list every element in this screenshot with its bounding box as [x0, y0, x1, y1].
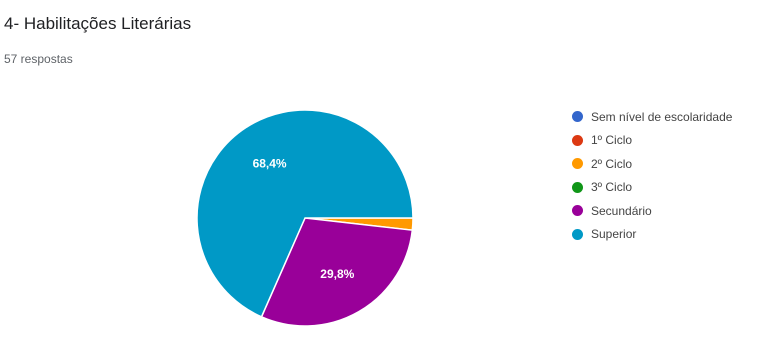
- legend-swatch: [572, 181, 583, 193]
- legend-label: 3º Ciclo: [591, 180, 633, 195]
- chart-legend: Sem nível de escolaridade 1º Ciclo 2º Cicl…: [572, 105, 732, 246]
- legend-item[interactable]: Secundário: [572, 199, 732, 223]
- legend-item[interactable]: 1º Ciclo: [572, 129, 732, 153]
- slice-data-label: 68,4%: [253, 157, 287, 171]
- legend-label: Secundário: [591, 203, 652, 218]
- legend-label: Superior: [591, 227, 637, 242]
- legend-swatch: [572, 134, 583, 146]
- pie-slice-secund-rio[interactable]: [260, 217, 414, 327]
- legend-item[interactable]: Superior: [572, 223, 732, 247]
- legend-swatch: [572, 158, 583, 170]
- legend-label: 1º Ciclo: [591, 133, 633, 148]
- legend-swatch: [572, 111, 583, 123]
- legend-label: 2º Ciclo: [591, 156, 633, 171]
- legend-item[interactable]: Sem nível de escolaridade: [572, 105, 732, 129]
- legend-item[interactable]: 3º Ciclo: [572, 176, 732, 200]
- legend-item[interactable]: 2º Ciclo: [572, 152, 732, 176]
- response-count: 57 respostas: [4, 52, 73, 66]
- legend-swatch: [572, 205, 583, 217]
- legend-swatch: [572, 228, 583, 240]
- legend-label: Sem nível de escolaridade: [591, 109, 733, 124]
- slice-data-label: 29,8%: [320, 267, 354, 281]
- chart-title: 4- Habilitações Literárias: [4, 14, 192, 33]
- pie-slice-superior[interactable]: [196, 109, 414, 318]
